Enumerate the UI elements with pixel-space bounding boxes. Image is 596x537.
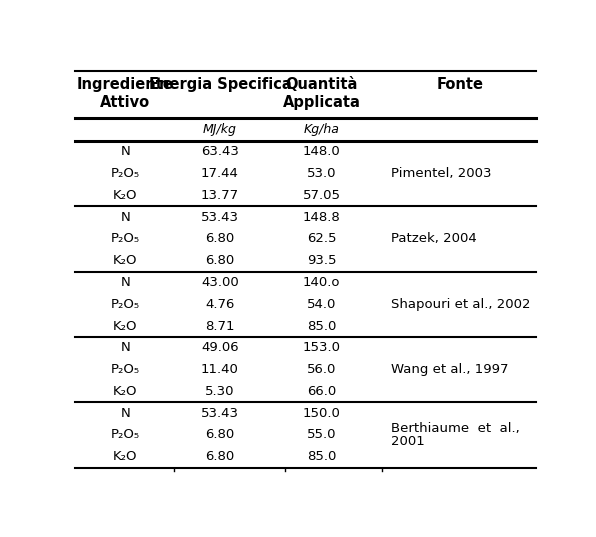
Text: K₂O: K₂O (113, 254, 138, 267)
Text: 49.06: 49.06 (201, 342, 239, 354)
Text: 57.05: 57.05 (303, 189, 341, 202)
Text: P₂O₅: P₂O₅ (111, 363, 140, 376)
Text: 140.o: 140.o (303, 276, 340, 289)
Text: Energia Specifica: Energia Specifica (148, 77, 291, 92)
Text: N: N (120, 407, 130, 419)
Text: 53.43: 53.43 (201, 211, 239, 223)
Text: Ingrediente: Ingrediente (77, 77, 174, 92)
Text: 56.0: 56.0 (307, 363, 336, 376)
Text: K₂O: K₂O (113, 320, 138, 332)
Text: 93.5: 93.5 (307, 254, 336, 267)
Text: 85.0: 85.0 (307, 450, 336, 463)
Text: 6.80: 6.80 (206, 450, 235, 463)
Text: K₂O: K₂O (113, 189, 138, 202)
Text: 6.80: 6.80 (206, 429, 235, 441)
Text: 148.8: 148.8 (303, 211, 340, 223)
Text: Shapouri et al., 2002: Shapouri et al., 2002 (391, 297, 530, 311)
Text: P₂O₅: P₂O₅ (111, 167, 140, 180)
Text: P₂O₅: P₂O₅ (111, 297, 140, 311)
Text: 2001: 2001 (391, 434, 425, 447)
Text: N: N (120, 211, 130, 223)
Text: 54.0: 54.0 (307, 297, 336, 311)
Text: 62.5: 62.5 (307, 233, 336, 245)
Text: K₂O: K₂O (113, 450, 138, 463)
Text: 66.0: 66.0 (307, 385, 336, 398)
Text: 153.0: 153.0 (303, 342, 341, 354)
Text: Pimentel, 2003: Pimentel, 2003 (391, 167, 491, 180)
Text: 63.43: 63.43 (201, 146, 239, 158)
Text: 5.30: 5.30 (205, 385, 235, 398)
Text: Fonte: Fonte (437, 77, 484, 92)
Text: Patzek, 2004: Patzek, 2004 (391, 233, 477, 245)
Text: 6.80: 6.80 (206, 254, 235, 267)
Text: 4.76: 4.76 (205, 297, 235, 311)
Text: Applicata: Applicata (283, 96, 361, 111)
Text: N: N (120, 342, 130, 354)
Text: P₂O₅: P₂O₅ (111, 233, 140, 245)
Text: Berthiaume  et  al.,: Berthiaume et al., (391, 422, 520, 436)
Text: P₂O₅: P₂O₅ (111, 429, 140, 441)
Text: 13.77: 13.77 (201, 189, 239, 202)
Text: Wang et al., 1997: Wang et al., 1997 (391, 363, 508, 376)
Text: 8.71: 8.71 (205, 320, 235, 332)
Text: 53.43: 53.43 (201, 407, 239, 419)
Text: 11.40: 11.40 (201, 363, 239, 376)
Text: 55.0: 55.0 (307, 429, 336, 441)
Text: 43.00: 43.00 (201, 276, 239, 289)
Text: MJ/kg: MJ/kg (203, 123, 237, 136)
Text: Kg/ha: Kg/ha (304, 123, 340, 136)
Text: Attivo: Attivo (100, 96, 150, 111)
Text: 150.0: 150.0 (303, 407, 340, 419)
Text: N: N (120, 146, 130, 158)
Text: 53.0: 53.0 (307, 167, 336, 180)
Text: 6.80: 6.80 (206, 233, 235, 245)
Text: Quantità: Quantità (285, 77, 358, 92)
Text: N: N (120, 276, 130, 289)
Text: 148.0: 148.0 (303, 146, 340, 158)
Text: 85.0: 85.0 (307, 320, 336, 332)
Text: K₂O: K₂O (113, 385, 138, 398)
Text: 17.44: 17.44 (201, 167, 239, 180)
